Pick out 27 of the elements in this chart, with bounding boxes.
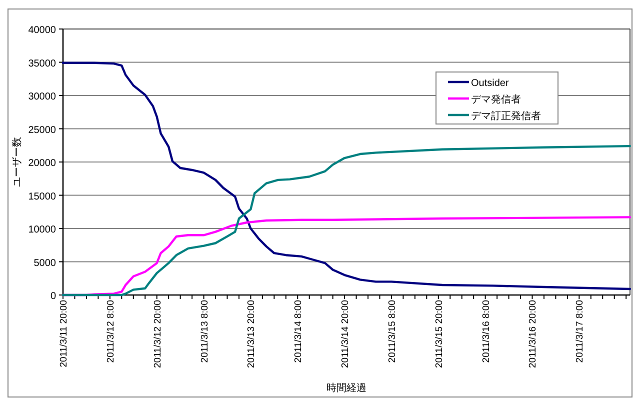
legend-label: デマ訂正発信者	[471, 110, 541, 122]
x-tick-label: 2011/3/13 20:00	[246, 300, 258, 368]
x-tick-label: 2011/3/12 20:00	[152, 300, 164, 368]
x-tick-label: 2011/3/12 8:00	[105, 300, 116, 363]
x-axis-title: 時間経過	[326, 382, 366, 394]
x-tick-label: 2011/3/11 20:00	[58, 300, 70, 368]
x-tick-label: 2011/3/17 8:00	[574, 300, 586, 363]
y-axis-title: ユーザー数	[12, 137, 23, 187]
line-series	[62, 62, 632, 290]
x-tick-label: 2011/3/13 8:00	[199, 300, 210, 363]
y-tick-label: 15000	[28, 191, 56, 202]
x-tick-label: 2011/3/16 20:00	[528, 300, 539, 368]
x-tick-label: 2011/3/15 20:00	[434, 300, 445, 368]
x-tick-label: 2011/3/15 8:00	[386, 300, 398, 363]
y-tick-label: 35000	[28, 58, 56, 70]
y-tick-label: 20000	[28, 158, 56, 169]
x-tick-label: 2011/3/14 8:00	[293, 300, 304, 363]
y-tick-label: 40000	[28, 25, 56, 36]
y-tick-label: 5000	[34, 258, 56, 269]
legend-label: Outsider	[471, 78, 510, 89]
y-tick-label: 30000	[28, 92, 56, 102]
y-tick-label: 0	[50, 291, 56, 302]
x-tick-label: 2011/3/14 20:00	[340, 300, 352, 368]
y-tick-label: 25000	[28, 124, 56, 136]
x-tick-label: 2011/3/16 8:00	[480, 300, 492, 363]
legend-label: デマ発信者	[471, 94, 521, 106]
y-tick-label: 10000	[28, 224, 56, 236]
